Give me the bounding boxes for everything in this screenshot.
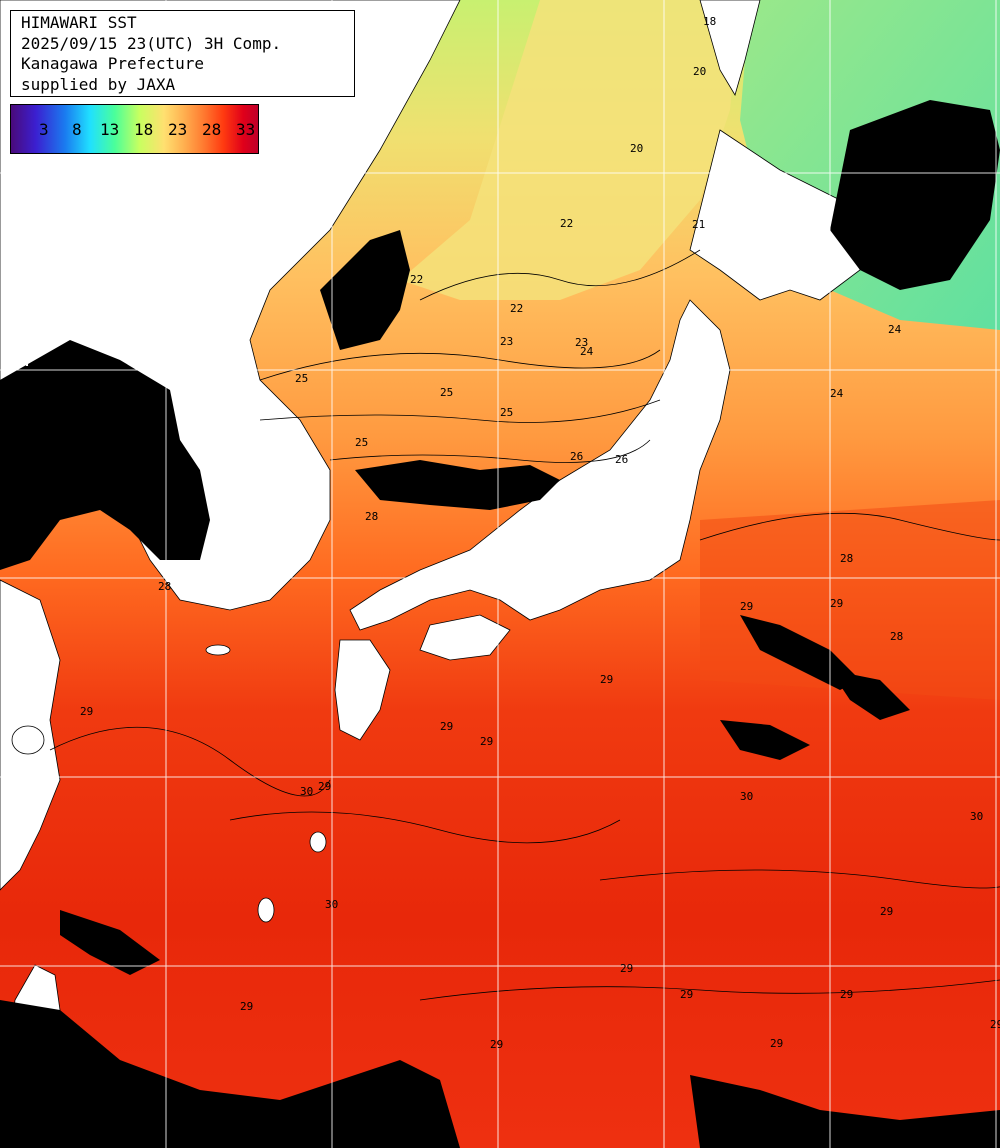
contour-label: 28	[158, 580, 171, 593]
contour-label: 30	[740, 790, 753, 803]
land-shikoku	[419, 614, 511, 661]
contour-22	[419, 249, 701, 301]
contour-label: 21	[692, 218, 705, 231]
land-sakhalin	[699, 0, 761, 96]
contour-label: 25	[355, 436, 368, 449]
contour-label: 30	[300, 785, 313, 798]
contour-label: 22	[410, 273, 423, 286]
contour-label: 24	[888, 323, 902, 336]
contour-label: 29	[440, 720, 453, 733]
contour-label: 29	[830, 597, 843, 610]
colorbar-tick: 18	[134, 120, 154, 139]
contour-29-a	[49, 726, 331, 797]
color-scale-bar: 3 8 13 18 23 28 33	[10, 104, 259, 154]
contour-label: 26	[570, 450, 583, 463]
contour-26	[329, 439, 651, 463]
colorbar-tick: 3	[39, 120, 49, 139]
colorbar-tick: 23	[168, 120, 188, 139]
land-kyushu	[334, 639, 391, 741]
cloud-cover	[0, 100, 1000, 1148]
title-line-product: HIMAWARI SST	[21, 13, 137, 32]
contour-label: 25	[500, 406, 513, 419]
title-line-region: Kanagawa Prefecture	[21, 54, 205, 73]
contour-25	[259, 399, 661, 423]
contour-label: 23	[575, 336, 588, 349]
contour-label: 29	[840, 988, 853, 1001]
contour-lines	[49, 249, 1000, 1001]
contour-label: 29	[600, 673, 613, 686]
contour-29-c	[599, 869, 1000, 889]
contour-label: 22	[560, 217, 573, 230]
contour-label: 29	[60, 920, 73, 933]
colorbar-tick: 28	[202, 120, 222, 139]
land-honshu	[349, 299, 731, 631]
contour-label: 29	[680, 988, 693, 1001]
contour-label: 25	[440, 386, 453, 399]
contour-label: 28	[890, 630, 903, 643]
cloud-band-pacific-3	[720, 720, 810, 760]
contour-30	[229, 811, 621, 844]
contour-label: 29	[770, 1037, 783, 1050]
contour-label: 29	[620, 962, 633, 975]
cloud-mass-northeast	[830, 100, 1000, 290]
mild-water-japan-sea	[400, 0, 740, 300]
latitude-label-30n: 30N	[2, 352, 30, 370]
contour-label: 29	[480, 735, 493, 748]
contour-label: 30	[325, 898, 338, 911]
title-box: HIMAWARI SST 2025/09/15 23(UTC) 3H Comp.…	[10, 10, 355, 97]
contour-label: 29	[80, 705, 93, 718]
title-line-credit: supplied by JAXA	[21, 74, 176, 94]
cloud-mass-korea	[320, 230, 410, 350]
cloud-band-pacific-2	[830, 670, 910, 720]
contour-28	[699, 512, 1000, 541]
contour-label: 29	[880, 905, 893, 918]
contour-label: 29	[318, 780, 331, 793]
land-island-3	[205, 644, 231, 656]
colorbar-tick: 33	[236, 120, 256, 139]
contour-label: 29	[240, 1000, 253, 1013]
land-island-4	[11, 725, 45, 755]
cloud-band-southeast	[690, 1075, 1000, 1148]
contour-label: 18	[703, 15, 716, 28]
contour-label: 24	[580, 345, 594, 358]
contour-label: 29	[740, 600, 753, 613]
contour-label: 29	[490, 1038, 503, 1051]
title-line-date: 2025/09/15 23(UTC) 3H Comp.	[21, 33, 282, 53]
contour-label: 24	[830, 387, 844, 400]
contour-24	[259, 349, 661, 381]
colorbar-tick: 13	[100, 120, 120, 139]
cloud-band-japan-sea	[355, 460, 560, 510]
colorbar-tick: 8	[72, 120, 82, 139]
cloud-mass-west	[0, 340, 210, 570]
contour-label: 28	[840, 552, 853, 565]
contour-label: 22	[510, 302, 523, 315]
contour-label: 20	[630, 142, 643, 155]
contour-label: 23	[500, 335, 513, 348]
contour-29-b	[419, 979, 1000, 1001]
cloud-mass-south	[0, 1000, 460, 1148]
contour-label: 25	[295, 372, 308, 385]
contour-label: 28	[365, 510, 378, 523]
cloud-band-south-west	[60, 910, 160, 975]
contour-label: 20	[693, 65, 706, 78]
land-island-2	[257, 897, 275, 923]
contour-label: 30	[970, 810, 983, 823]
contour-label: 26	[615, 453, 628, 466]
land-island-1	[309, 831, 327, 853]
contour-label: 29	[990, 1018, 1000, 1031]
